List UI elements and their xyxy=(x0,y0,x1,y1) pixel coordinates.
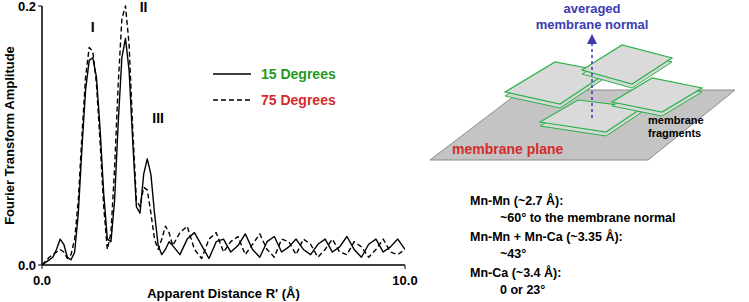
legend-label: 15 Degrees xyxy=(261,66,336,82)
peak-label: II xyxy=(140,0,148,15)
normal-label: membrane normal xyxy=(536,17,649,32)
membrane-plane xyxy=(430,90,735,160)
fragments-label: fragments xyxy=(648,127,701,139)
normal-arrow xyxy=(591,42,593,118)
plane-label: membrane plane xyxy=(452,141,563,157)
peak-label: I xyxy=(91,19,95,35)
fragment xyxy=(612,78,702,112)
note-heading: Mn-Mn + Mn-Ca (~3.35 Å): xyxy=(470,229,623,244)
note-detail: 0 or 23° xyxy=(500,283,545,297)
fragment xyxy=(582,45,672,84)
plot-area xyxy=(42,6,405,265)
y-tick-label: 0.2 xyxy=(18,0,36,14)
normal-label: averaged xyxy=(563,1,620,16)
x-axis xyxy=(42,264,405,266)
legend-swatch xyxy=(213,99,251,100)
note-heading: Mn-Ca (~3.4 Å): xyxy=(470,265,561,280)
series-line xyxy=(42,38,405,265)
legend-label: 75 Degrees xyxy=(261,92,336,108)
note-detail: ~43° xyxy=(500,247,526,261)
y-axis xyxy=(41,6,43,265)
series-line xyxy=(42,6,405,265)
y-tick-label: 0.0 xyxy=(18,258,36,273)
y-tick xyxy=(38,6,42,7)
fragments-label: membrane xyxy=(648,114,704,126)
note-detail: ~60° to the membrane normal xyxy=(500,211,676,225)
note-heading: Mn-Mn (~2.7 Å): xyxy=(470,193,563,208)
peak-label: III xyxy=(152,110,164,126)
y-axis-label: Fourier Transform Amplitude xyxy=(2,46,17,225)
x-tick-label: 10.0 xyxy=(392,273,417,288)
x-tick xyxy=(42,265,43,269)
legend-swatch xyxy=(213,73,251,74)
y-tick xyxy=(38,265,42,266)
x-axis-label: Apparent Distance R' (Å) xyxy=(147,286,300,301)
x-tick-label: 0.0 xyxy=(33,273,51,288)
figure: 0.0 10.0 0.0 0.2 Apparent Distance R' (Å) Fou… xyxy=(0,0,749,302)
x-tick xyxy=(405,265,406,269)
arrow-head xyxy=(587,34,597,44)
membrane-diagram xyxy=(430,34,735,160)
